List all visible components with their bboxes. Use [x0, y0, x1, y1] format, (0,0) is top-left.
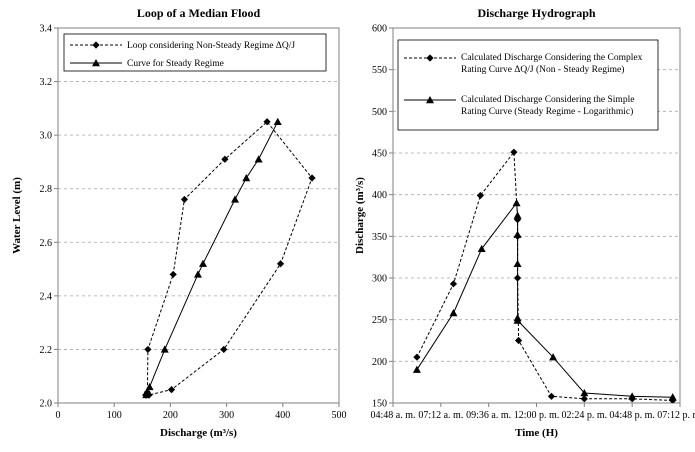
- x-tick-label: 200: [163, 410, 178, 421]
- data-point: [513, 316, 522, 324]
- legend-label: Curve for Steady Regime: [127, 58, 224, 69]
- data-point: [193, 270, 202, 278]
- data-point: [276, 260, 285, 268]
- hydrograph-chart: 150 200 250 300 350 400 450 500 550 600 04:48 a. m…: [354, 6, 695, 439]
- data-point: [254, 155, 263, 163]
- chart-title: Discharge Hydrograph: [477, 6, 595, 20]
- legend-marker: [92, 59, 100, 67]
- series-0: [413, 148, 677, 403]
- y-tick-label: 3.2: [40, 77, 53, 88]
- data-point: [580, 389, 589, 397]
- data-point: [231, 195, 240, 203]
- x-tick-label: 0: [56, 410, 61, 421]
- data-point: [142, 390, 151, 399]
- legend-box: [63, 33, 327, 72]
- y-tick-label: 400: [372, 190, 387, 201]
- x-tick-label: 07:12 a. m.: [418, 410, 463, 421]
- data-point: [547, 392, 556, 400]
- y-tick-label: 150: [372, 399, 387, 410]
- x-tick-label: 300: [219, 410, 234, 421]
- data-point: [169, 270, 177, 279]
- x-tick-label: 400: [275, 410, 290, 421]
- plot-area: [57, 27, 340, 404]
- series-line: [416, 201, 673, 398]
- legend-label: Calculated Discharge Considering the Sim…: [461, 95, 634, 117]
- y-tick-label: 3.0: [40, 131, 53, 142]
- y-axis-label: Water Level (m): [11, 177, 23, 254]
- data-point: [513, 230, 522, 238]
- x-axis-label: Time (H): [515, 427, 558, 439]
- data-point: [144, 345, 152, 354]
- y-tick-label: 200: [372, 357, 387, 368]
- data-point: [512, 199, 521, 207]
- data-point: [510, 148, 518, 156]
- data-point: [180, 195, 189, 204]
- y-axis-label: Discharge (m³/s): [354, 177, 366, 254]
- series-0: [142, 118, 316, 399]
- x-tick-label: 100: [107, 410, 122, 421]
- data-point: [477, 244, 486, 253]
- y-tick-label: 2.6: [40, 238, 53, 249]
- legend-marker: [426, 96, 434, 104]
- y-tick-label: 500: [372, 107, 387, 118]
- data-point: [263, 118, 271, 126]
- data-point: [513, 211, 522, 219]
- data-point: [221, 155, 229, 163]
- data-point: [449, 280, 458, 288]
- x-tick-label: 07:12 p. m.: [657, 410, 695, 421]
- data-point: [198, 259, 207, 267]
- data-point: [220, 345, 228, 354]
- data-point: [167, 386, 176, 394]
- legend: Calculated Discharge Considering the Com…: [397, 39, 659, 131]
- legend-box: [397, 39, 659, 131]
- legend-marker: [426, 54, 434, 62]
- series-line: [145, 121, 313, 396]
- data-point: [628, 392, 637, 400]
- legend: Loop considering Non-Steady Regime ΔQ/J C…: [63, 33, 327, 72]
- x-tick-label: 12:00 p. m.: [514, 410, 560, 421]
- y-tick-label: 3.4: [40, 24, 53, 35]
- data-point: [580, 395, 588, 403]
- data-point: [514, 336, 523, 345]
- data-point: [668, 393, 677, 401]
- y-tick-label: 350: [372, 232, 387, 243]
- series-line: [145, 121, 279, 396]
- legend-label: Loop considering Non-Steady Regime ΔQ/J: [127, 41, 295, 51]
- y-tick-label: 2.8: [40, 184, 53, 195]
- data-point: [273, 117, 282, 125]
- data-point: [413, 353, 421, 361]
- y-tick-label: 2.0: [40, 399, 53, 410]
- y-tick-label: 2.4: [40, 291, 53, 302]
- x-tick-label: 04:48 p. m.: [609, 410, 655, 421]
- data-point: [412, 365, 421, 373]
- data-point: [145, 382, 154, 391]
- y-tick-label: 550: [372, 65, 387, 76]
- chart-title: Loop of a Median Flood: [137, 6, 261, 20]
- loop-chart: 2.0 2.2 2.4 2.6 2.8 3.0 3.2 3.4 0 100 200 300 400 500…: [11, 6, 347, 439]
- data-point: [160, 345, 169, 353]
- legend-label: Calculated Discharge Considering the Com…: [461, 53, 643, 75]
- x-tick-label: 02:24 p. m.: [562, 410, 608, 421]
- y-tick-label: 450: [372, 149, 387, 160]
- series-1: [142, 117, 282, 399]
- x-tick-label: 09:36 a. m.: [466, 410, 511, 421]
- data-point: [549, 353, 558, 361]
- x-axis-label: Discharge (m³/s): [160, 427, 237, 439]
- data-point: [308, 174, 316, 182]
- data-point: [513, 259, 522, 268]
- y-tick-label: 250: [372, 315, 387, 326]
- data-point: [449, 309, 458, 317]
- series-line: [416, 150, 673, 401]
- y-tick-label: 600: [372, 24, 387, 35]
- series-1: [412, 199, 677, 401]
- data-point: [476, 191, 484, 200]
- y-tick-label: 300: [372, 274, 387, 285]
- x-tick-label: 500: [332, 410, 347, 421]
- x-tick-label: 04:48 a. m.: [371, 410, 416, 421]
- legend-marker: [92, 41, 100, 49]
- y-tick-label: 2.2: [40, 345, 53, 356]
- data-point: [242, 174, 251, 182]
